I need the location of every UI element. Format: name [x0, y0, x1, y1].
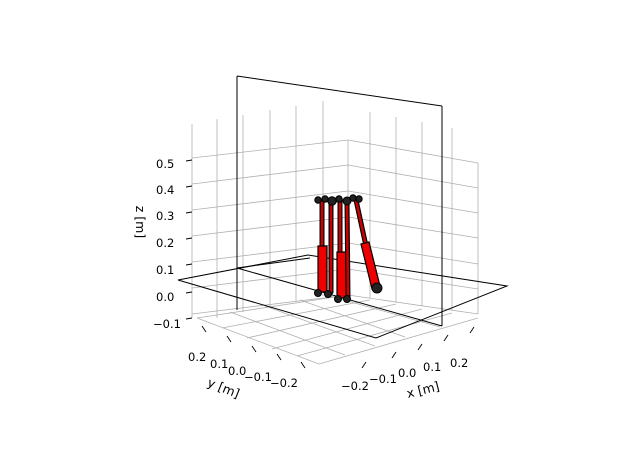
floor-grid: [196, 294, 479, 365]
y-tick-label: −0.2: [270, 376, 298, 390]
z-axis: 0.5 0.4 0.3 0.2 0.1 0.0 −0.1 z [m]: [133, 157, 193, 331]
y-tick-label: 0.0: [228, 364, 246, 378]
x-tick-label: 0.1: [423, 360, 441, 374]
leg-rod-core: [354, 198, 368, 248]
z-axis-label: z [m]: [133, 206, 148, 238]
leg-rod-core: [345, 200, 350, 300]
joint: [314, 196, 322, 204]
x-axis-label: x [m]: [405, 378, 441, 401]
joint: [327, 196, 337, 206]
z-tick-label: −0.1: [153, 317, 181, 331]
z-tick-label: 0.4: [156, 183, 174, 197]
y-tick-label: 0.2: [188, 350, 206, 364]
joint: [335, 195, 343, 203]
z-tick-label: 0.5: [156, 157, 174, 171]
joint: [349, 194, 357, 202]
y-tick-label: −0.1: [244, 370, 272, 384]
leg-cylinder: [317, 245, 328, 293]
z-tick-label: 0.2: [156, 236, 174, 250]
x-tick-label: 0.0: [398, 366, 416, 380]
y-tick-label: 0.1: [210, 357, 228, 371]
y-axis: 0.2 0.1 0.0 −0.1 −0.2 y [m]: [188, 325, 306, 401]
right-pane-grid: [347, 112, 479, 315]
joint: [343, 295, 351, 303]
joint: [324, 290, 332, 298]
x-tick-label: −0.1: [369, 372, 397, 386]
joint: [321, 195, 329, 203]
x-tick-label: −0.2: [341, 379, 369, 393]
x-tick-label: 0.2: [450, 356, 468, 370]
y-axis-label: y [m]: [205, 375, 242, 401]
z-tick-label: 0.0: [156, 290, 174, 304]
joint: [314, 289, 322, 297]
joint: [371, 282, 383, 294]
joint: [334, 295, 342, 303]
joint: [355, 195, 363, 203]
axes-box: [236, 75, 443, 326]
x-axis: −0.2 −0.1 0.0 0.1 0.2 x [m]: [341, 326, 475, 401]
z-tick-label: 0.1: [156, 263, 174, 277]
z-tick-label: 0.3: [156, 209, 174, 223]
robot: [314, 194, 383, 303]
